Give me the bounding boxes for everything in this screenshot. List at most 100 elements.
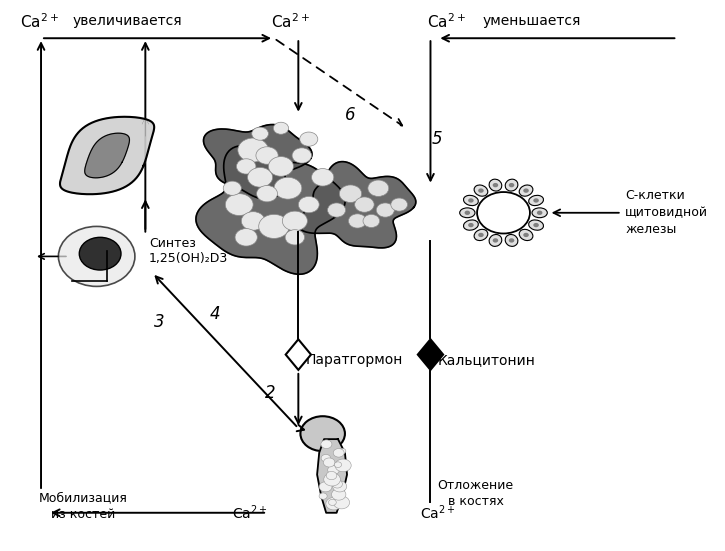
- Circle shape: [493, 183, 498, 187]
- Ellipse shape: [463, 220, 479, 230]
- Circle shape: [268, 156, 294, 176]
- Polygon shape: [317, 439, 347, 513]
- Polygon shape: [418, 339, 443, 370]
- Circle shape: [339, 185, 362, 202]
- Circle shape: [468, 198, 473, 203]
- Text: Ca$^{2+}$: Ca$^{2+}$: [20, 12, 59, 31]
- Circle shape: [324, 473, 341, 486]
- Circle shape: [355, 197, 374, 212]
- Circle shape: [328, 499, 336, 505]
- Circle shape: [299, 132, 318, 146]
- Text: 6: 6: [345, 106, 356, 123]
- Ellipse shape: [532, 208, 547, 218]
- Circle shape: [335, 459, 351, 472]
- Circle shape: [537, 210, 542, 215]
- Ellipse shape: [519, 185, 533, 196]
- Circle shape: [493, 238, 498, 242]
- Text: Отложение
в костях: Отложение в костях: [438, 479, 514, 508]
- Polygon shape: [204, 125, 312, 199]
- Circle shape: [321, 440, 332, 449]
- Ellipse shape: [474, 185, 488, 196]
- Polygon shape: [196, 146, 345, 274]
- Circle shape: [292, 148, 312, 163]
- Ellipse shape: [463, 196, 479, 206]
- Circle shape: [339, 449, 346, 454]
- Text: Синтез
1,25(OH)₂D3: Синтез 1,25(OH)₂D3: [149, 237, 228, 265]
- Circle shape: [534, 223, 539, 227]
- Circle shape: [465, 210, 470, 215]
- Circle shape: [299, 196, 319, 213]
- Circle shape: [477, 192, 530, 234]
- Circle shape: [334, 462, 341, 467]
- Circle shape: [256, 147, 278, 164]
- Circle shape: [333, 481, 347, 492]
- Polygon shape: [60, 117, 154, 194]
- Circle shape: [326, 472, 337, 480]
- Text: 4: 4: [210, 305, 220, 323]
- Text: Ca$^{2+}$: Ca$^{2+}$: [232, 504, 268, 522]
- Ellipse shape: [489, 235, 502, 246]
- Text: Ca$^{2+}$: Ca$^{2+}$: [420, 504, 455, 522]
- Circle shape: [376, 203, 394, 217]
- Text: увеличивается: увеличивается: [72, 14, 182, 28]
- Text: Паратгормон: Паратгормон: [305, 353, 402, 367]
- Text: уменьшается: уменьшается: [483, 14, 581, 28]
- Circle shape: [334, 449, 344, 457]
- Circle shape: [79, 237, 121, 270]
- Circle shape: [274, 177, 302, 199]
- Ellipse shape: [505, 179, 518, 191]
- Ellipse shape: [460, 208, 475, 218]
- Circle shape: [225, 194, 253, 215]
- Ellipse shape: [489, 179, 502, 191]
- Ellipse shape: [529, 196, 544, 206]
- Circle shape: [328, 203, 346, 217]
- Circle shape: [509, 238, 514, 242]
- Circle shape: [391, 198, 407, 211]
- Circle shape: [349, 214, 367, 228]
- Text: Ca$^{2+}$: Ca$^{2+}$: [270, 12, 310, 31]
- Circle shape: [478, 233, 484, 237]
- Circle shape: [300, 416, 345, 451]
- Circle shape: [59, 226, 135, 287]
- Ellipse shape: [505, 235, 518, 246]
- Circle shape: [319, 493, 327, 499]
- Circle shape: [312, 169, 334, 186]
- Circle shape: [235, 229, 257, 246]
- Circle shape: [282, 211, 307, 231]
- Polygon shape: [85, 133, 130, 178]
- Circle shape: [523, 188, 529, 193]
- Circle shape: [534, 198, 539, 203]
- Circle shape: [509, 183, 514, 187]
- Polygon shape: [298, 161, 416, 248]
- Circle shape: [223, 181, 241, 195]
- Circle shape: [259, 214, 289, 239]
- Circle shape: [257, 186, 278, 202]
- Circle shape: [368, 180, 389, 196]
- Circle shape: [319, 482, 332, 492]
- Circle shape: [321, 455, 331, 462]
- Circle shape: [252, 127, 268, 141]
- Text: 1: 1: [272, 218, 283, 235]
- Circle shape: [478, 188, 484, 193]
- Circle shape: [241, 212, 265, 230]
- Circle shape: [247, 168, 273, 187]
- Ellipse shape: [474, 229, 488, 241]
- Circle shape: [468, 223, 473, 227]
- Text: 3: 3: [154, 313, 165, 331]
- Text: Кальцитонин: Кальцитонин: [437, 353, 535, 367]
- Ellipse shape: [529, 220, 544, 230]
- Text: С-клетки
щитовидной
железы: С-клетки щитовидной железы: [625, 190, 708, 236]
- Circle shape: [238, 138, 268, 162]
- Circle shape: [363, 214, 380, 228]
- Text: Ca$^{2+}$: Ca$^{2+}$: [427, 12, 465, 31]
- Circle shape: [323, 458, 335, 467]
- Circle shape: [523, 233, 529, 237]
- Ellipse shape: [519, 229, 533, 241]
- Circle shape: [331, 489, 346, 500]
- Circle shape: [328, 466, 339, 474]
- Text: 5: 5: [432, 130, 443, 148]
- Circle shape: [273, 122, 289, 134]
- Circle shape: [236, 159, 256, 174]
- Circle shape: [332, 480, 342, 488]
- Circle shape: [285, 230, 304, 245]
